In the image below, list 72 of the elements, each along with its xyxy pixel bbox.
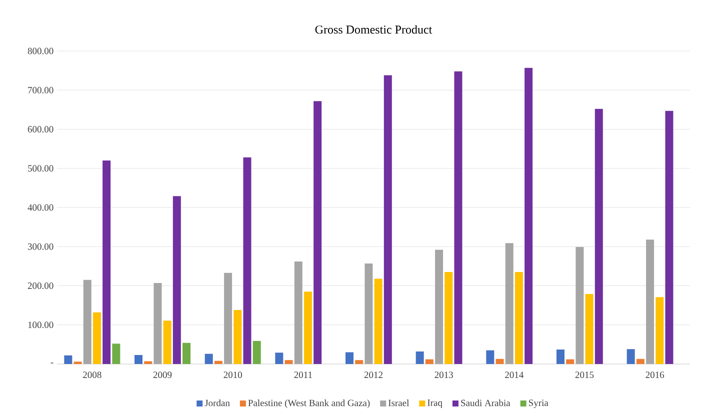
y-tick-label: 300.00	[28, 243, 54, 250]
bar	[224, 272, 232, 364]
bar	[425, 359, 434, 364]
y-tick-label: 600.00	[28, 126, 54, 132]
bar	[304, 292, 312, 364]
bar	[374, 278, 382, 364]
bar	[154, 283, 162, 364]
bar	[384, 75, 392, 364]
bar	[486, 350, 494, 364]
bar	[134, 355, 143, 364]
bar	[626, 349, 635, 364]
legend-label: Saudi Arabia	[461, 400, 510, 406]
x-tick-label: 2014	[505, 372, 524, 378]
y-tick-label: 100.00	[28, 322, 54, 328]
bar	[284, 360, 293, 364]
bar	[214, 360, 222, 364]
bar	[182, 342, 190, 364]
legend-label: Palestine (West Bank and Gaza)	[248, 400, 370, 408]
y-tick-label: 700.00	[28, 86, 54, 94]
bar	[204, 354, 213, 364]
bar	[594, 108, 603, 364]
x-tick-label: 2010	[224, 372, 242, 378]
bar	[496, 358, 504, 364]
bar	[636, 358, 644, 364]
bar	[92, 312, 101, 364]
legend-label: Israel	[388, 400, 409, 406]
y-tick-label: 800.00	[28, 48, 54, 54]
bar	[566, 359, 574, 364]
bar	[346, 352, 354, 364]
bar	[524, 68, 533, 364]
y-tick-label: -	[50, 362, 54, 364]
legend-label: Iraq	[428, 400, 442, 408]
bar	[83, 280, 92, 364]
bar	[576, 247, 584, 364]
bar	[163, 320, 172, 364]
legend-label: Jordan	[204, 400, 230, 406]
chart-title: Gross Domestic Product	[315, 25, 432, 34]
bar	[172, 196, 181, 364]
x-tick-label: 2015	[575, 372, 594, 378]
bar	[364, 263, 373, 364]
bar	[243, 157, 252, 364]
bar	[585, 294, 594, 364]
x-tick-label: 2011	[294, 372, 312, 378]
x-tick-label: 2012	[364, 372, 382, 378]
bar	[144, 361, 152, 364]
bar	[275, 352, 284, 364]
bar	[294, 261, 302, 364]
bar	[435, 250, 444, 364]
bar	[355, 360, 364, 364]
bar	[656, 297, 664, 364]
x-tick-label: 2008	[83, 372, 102, 378]
bar	[514, 272, 523, 364]
y-tick-label: 200.00	[28, 282, 54, 289]
y-tick-label: 500.00	[28, 165, 54, 172]
bar	[64, 355, 72, 364]
bar	[505, 243, 514, 364]
bar	[556, 350, 564, 364]
bar	[234, 310, 242, 364]
bar	[252, 340, 261, 364]
x-tick-label: 2016	[646, 372, 664, 378]
y-tick-label: 400.00	[28, 204, 54, 211]
bar	[314, 101, 322, 364]
bar	[416, 351, 424, 364]
bar	[665, 110, 674, 364]
bar	[112, 344, 120, 364]
x-tick-label: 2009	[153, 372, 172, 378]
bar	[646, 240, 654, 364]
legend-label: Syria	[528, 400, 548, 408]
bar	[444, 272, 453, 364]
bar	[454, 71, 462, 364]
bar	[102, 160, 111, 364]
x-tick-label: 2013	[434, 372, 453, 378]
